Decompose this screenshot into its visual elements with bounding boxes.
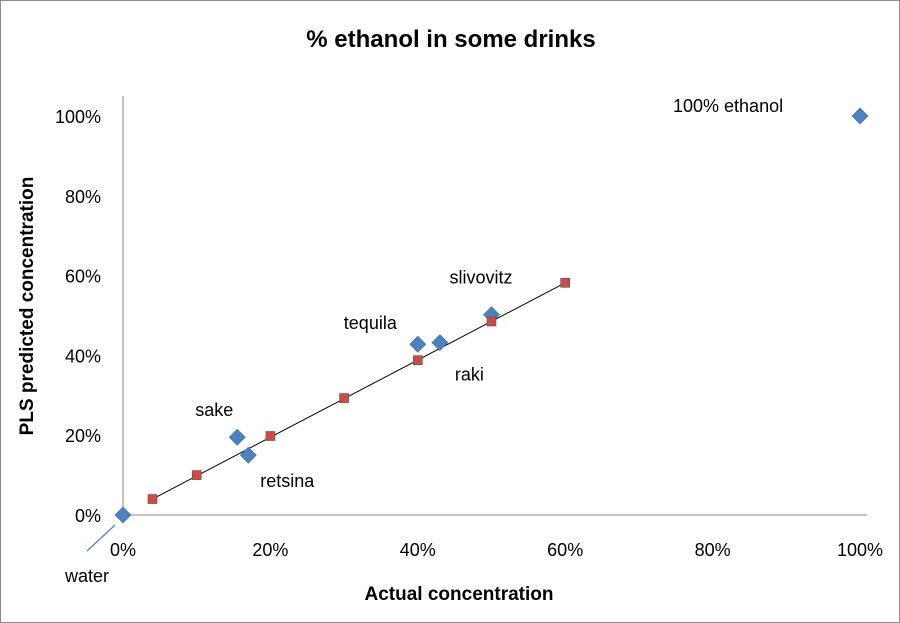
square-point (147, 494, 158, 504)
point-label: slivovitz (450, 268, 513, 288)
point-label: sake (195, 400, 233, 420)
y-tick-label: 80% (65, 187, 101, 207)
square-point (486, 316, 497, 327)
diamond-point (431, 334, 449, 352)
diamond-point (851, 107, 869, 125)
y-tick-label: 0% (75, 506, 101, 526)
y-tick-label: 20% (65, 426, 101, 446)
axes (122, 96, 867, 516)
trendline (152, 282, 566, 500)
y-tick-label: 60% (65, 267, 101, 287)
tick-labels: 0% 20% 40% 60% 80% 100% 0% 20% 40% 60% 80% 100% (55, 107, 883, 560)
square-point (265, 431, 276, 441)
x-tick-label: 100% (837, 540, 883, 560)
square-point (191, 470, 202, 480)
x-tick-label: 0% (110, 540, 136, 560)
square-point (412, 355, 423, 365)
point-label: tequila (344, 313, 398, 333)
y-tick-label: 40% (65, 346, 101, 366)
diamond-point (409, 335, 427, 353)
y-axis-title: PLS predicted concentration (17, 177, 38, 436)
point-label: raki (455, 365, 484, 385)
chart-title: % ethanol in some drinks (306, 26, 595, 53)
label-leader-line (86, 524, 116, 552)
trendline-layer (152, 282, 566, 500)
diamond-point (228, 428, 246, 446)
y-tick-label: 100% (55, 107, 101, 127)
diamond-point (239, 446, 257, 464)
point-label: retsina (260, 471, 315, 491)
point-labels: water sake retsina tequila raki slivovitz 100%… (64, 96, 783, 586)
x-tick-label: 20% (252, 540, 288, 560)
x-tick-label: 40% (400, 540, 436, 560)
point-label: 100% ethanol (673, 96, 783, 116)
square-point (339, 393, 349, 403)
point-label: water (64, 566, 109, 586)
square-point (560, 277, 571, 288)
x-tick-label: 60% (547, 540, 583, 560)
diamond-point (114, 506, 132, 524)
points-layer (114, 107, 869, 524)
x-axis-title: Actual concentration (365, 584, 554, 605)
x-tick-label: 80% (695, 540, 731, 560)
